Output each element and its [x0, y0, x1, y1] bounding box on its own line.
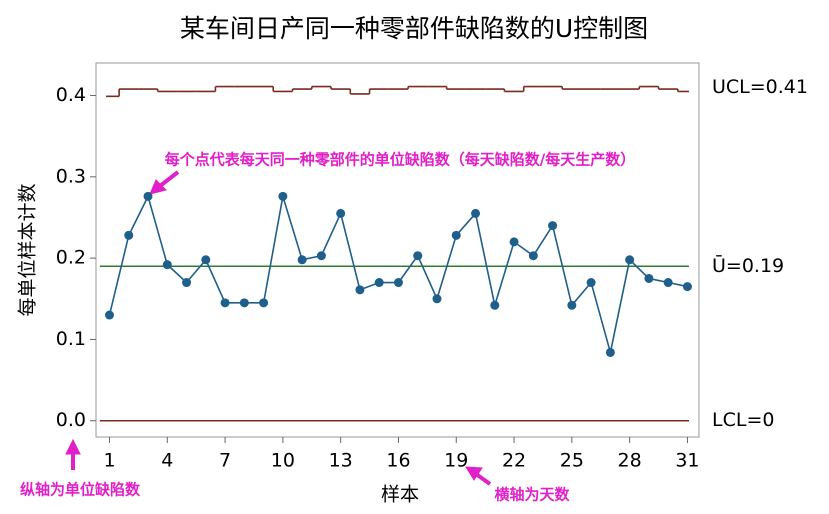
x-tick-label: 4	[161, 450, 173, 472]
annotation: 横轴为天数	[494, 486, 570, 504]
data-point	[682, 282, 692, 292]
data-point	[509, 237, 519, 247]
data-point	[451, 230, 461, 240]
data-point	[471, 208, 481, 218]
data-point	[528, 251, 538, 261]
x-axis-label: 样本	[381, 484, 419, 506]
data-point	[124, 230, 134, 240]
data-point	[104, 310, 114, 320]
arrow-head	[465, 466, 483, 481]
chart-title: 某车间日产同一种零部件缺陷数的U控制图	[180, 14, 648, 43]
data-point	[644, 273, 654, 283]
annotation: 每个点代表每天同一种零部件的单位缺陷数（每天缺陷数/每天生产数）	[165, 151, 635, 169]
y-axis-label: 每单位样本计数	[17, 183, 39, 316]
y-tick-label: 0.0	[56, 409, 86, 431]
data-point	[586, 278, 596, 288]
x-tick-label: 10	[271, 450, 295, 472]
data-point	[297, 255, 307, 265]
data-point	[393, 278, 403, 288]
annotation: 纵轴为单位缺陷数	[20, 481, 141, 499]
data-point	[355, 285, 365, 295]
x-tick-label: 13	[329, 450, 353, 472]
data-point	[567, 300, 577, 310]
data-point	[548, 221, 558, 231]
data-point	[625, 255, 635, 265]
x-tick-label: 22	[502, 450, 526, 472]
x-tick-label: 19	[444, 450, 468, 472]
data-point	[374, 278, 384, 288]
arrow	[158, 170, 180, 188]
data-point	[220, 298, 230, 308]
data-point	[239, 298, 249, 308]
data-point	[663, 278, 673, 288]
arrows	[65, 170, 492, 486]
data-point	[432, 294, 442, 304]
x-tick-label: 28	[618, 450, 642, 472]
x-tick-label: 31	[675, 450, 699, 472]
data-point	[316, 251, 326, 261]
y-tick-label: 0.3	[56, 165, 86, 187]
ucl-label: UCL=0.41	[712, 76, 808, 98]
y-tick-label: 0.1	[56, 328, 86, 350]
data-point	[278, 191, 288, 201]
arrow-head	[149, 179, 167, 195]
lcl-label: LCL=0	[712, 409, 774, 431]
data-point	[605, 347, 615, 357]
arrow-head	[65, 438, 81, 455]
data-point	[143, 191, 153, 201]
x-tick-label: 1	[103, 450, 115, 472]
data-point	[182, 278, 192, 288]
y-tick-label: 0.4	[56, 84, 86, 106]
data-point	[259, 298, 269, 308]
arrow	[474, 472, 492, 486]
x-tick-label: 16	[386, 450, 410, 472]
data-point	[201, 255, 211, 265]
center-label: Ū=0.19	[712, 253, 784, 277]
data-point	[413, 251, 423, 261]
data-point	[490, 300, 500, 310]
x-tick-label: 25	[560, 450, 584, 472]
y-tick-label: 0.2	[56, 247, 86, 269]
plot-frame	[95, 62, 700, 438]
data-point	[162, 260, 172, 270]
data-point	[336, 208, 346, 218]
x-tick-label: 7	[219, 450, 231, 472]
